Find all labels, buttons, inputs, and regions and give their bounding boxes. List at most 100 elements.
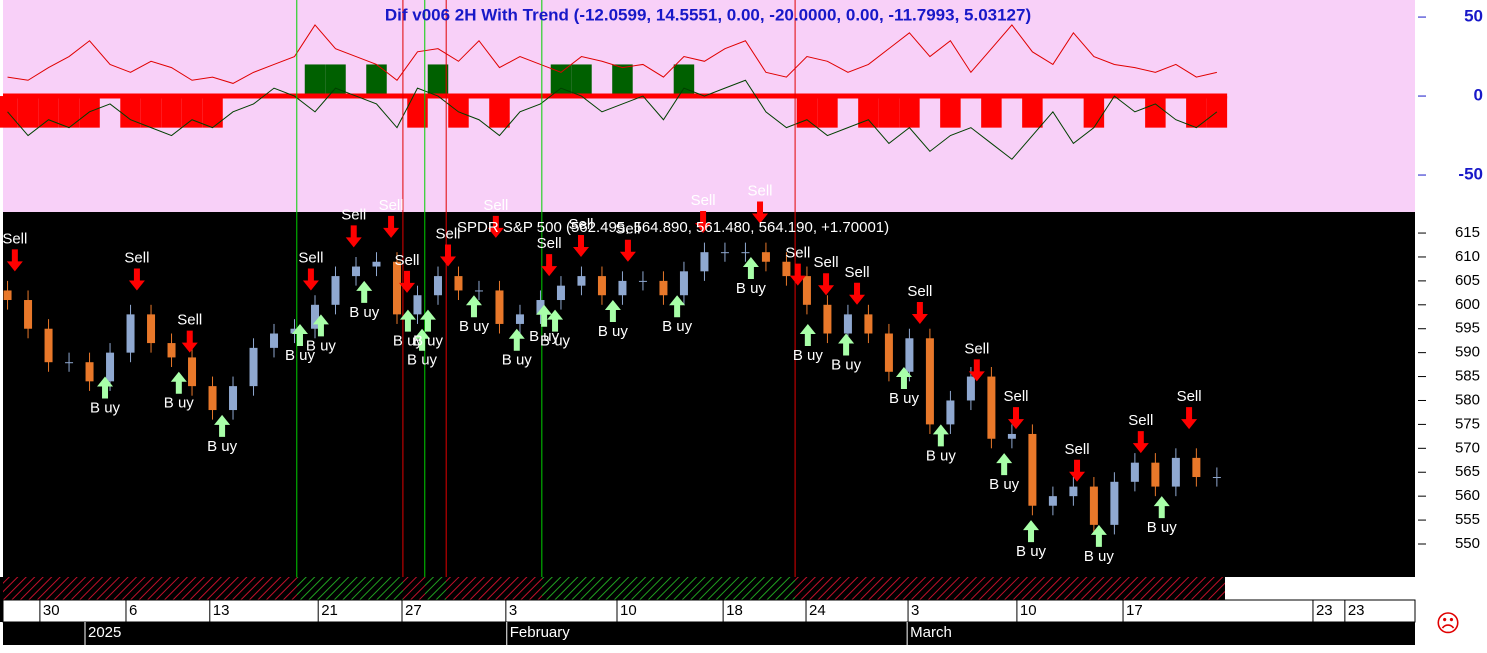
candle-body [679, 271, 688, 296]
buy-label: B uy [540, 333, 571, 350]
candle-body [44, 328, 53, 363]
trend-bar [325, 64, 346, 97]
y-tick-label: 590 [1455, 344, 1480, 361]
candle-body [3, 290, 12, 301]
sell-label: Sell [124, 249, 149, 266]
candle-body [597, 276, 606, 296]
candle-body [1028, 433, 1037, 506]
trend-bar [1083, 96, 1105, 128]
y-tick-label: 570 [1455, 439, 1480, 456]
strip-segment [403, 577, 425, 600]
buy-arrow [97, 376, 114, 399]
y-tick-label: 600 [1455, 296, 1480, 313]
x-tick-label: 3 [911, 602, 919, 619]
strip-segment [297, 577, 403, 600]
buy-arrow [399, 309, 416, 332]
candle-body [85, 362, 94, 382]
candle-body [147, 314, 156, 344]
candle-body [331, 276, 340, 305]
candle-body [106, 352, 115, 382]
sell-label: Sell [1003, 388, 1028, 405]
month-label: 2025 [88, 624, 121, 641]
sell-arrow [383, 215, 400, 238]
sell-arrow [128, 268, 145, 291]
y-tick-label: -50 [1458, 165, 1483, 184]
candle-body [905, 338, 914, 372]
candle-body [659, 280, 668, 296]
buy-label: B uy [413, 333, 444, 350]
sell-arrow [1132, 431, 1149, 454]
sell-label: Sell [1065, 441, 1090, 458]
x-tick-label: 27 [405, 602, 422, 619]
y-tick-label: 565 [1455, 463, 1480, 480]
buy-arrow [214, 414, 231, 437]
buy-arrow [536, 304, 553, 327]
candle-body [720, 252, 729, 254]
trend-bar [0, 96, 18, 128]
x-tick-label: 24 [809, 602, 826, 619]
candle-body [1151, 462, 1160, 487]
candle-body [700, 252, 709, 272]
candle-body [1130, 462, 1139, 482]
sell-arrow [619, 239, 636, 262]
sell-arrow [181, 330, 198, 353]
sell-arrow [818, 273, 835, 296]
candle-body [1110, 481, 1119, 525]
buy-label: B uy [831, 356, 862, 373]
sell-arrow [911, 301, 928, 324]
sell-arrow [968, 359, 985, 382]
sell-label: Sell [845, 264, 870, 281]
trend-bar [17, 96, 39, 128]
sell-label: Sell [1128, 412, 1153, 429]
candle-body [1007, 433, 1016, 439]
buy-arrow [508, 328, 525, 351]
x-tick-label: 6 [129, 602, 137, 619]
candle-body [126, 314, 135, 353]
candle-body [925, 338, 934, 425]
x-tick-label: 21 [321, 602, 338, 619]
sell-arrow [440, 244, 457, 267]
sell-label: Sell [379, 197, 404, 214]
candle-body [352, 266, 360, 277]
y-tick-label: 555 [1455, 511, 1480, 528]
buy-label: B uy [889, 390, 920, 407]
sell-label: Sell [814, 254, 839, 271]
candle-body [413, 295, 422, 315]
trend-bar [858, 96, 879, 128]
candle-body [454, 276, 463, 291]
sell-label: Sell [177, 312, 202, 329]
buy-arrow [838, 333, 855, 356]
buy-arrow [932, 424, 949, 447]
candle-body [802, 276, 811, 305]
candle-body [1212, 477, 1221, 479]
trend-bar [940, 96, 961, 128]
trend-bar [38, 96, 59, 128]
trend-bar [550, 64, 572, 97]
buy-arrow [799, 323, 816, 346]
buy-arrow [895, 366, 912, 389]
candle-body [884, 333, 893, 372]
sell-arrow [849, 282, 866, 305]
y-tick-label: 595 [1455, 320, 1480, 337]
candle-body [188, 357, 197, 387]
buy-arrow [1153, 496, 1170, 519]
candle-body [843, 314, 852, 334]
buy-arrow [291, 323, 308, 346]
buy-label: B uy [459, 318, 490, 335]
buy-label: B uy [926, 447, 957, 464]
buy-arrow [547, 309, 564, 332]
buy-arrow [465, 295, 482, 318]
y-tick-label: 605 [1455, 272, 1480, 289]
sell-label: Sell [691, 192, 716, 209]
y-tick-label: 615 [1455, 224, 1480, 241]
sell-arrow [399, 270, 416, 293]
candle-body [1192, 457, 1201, 478]
sell-label: Sell [748, 182, 773, 199]
trend-bar [304, 64, 326, 97]
sell-label: Sell [435, 226, 460, 243]
indicator-line [7, 79, 1218, 160]
status-icon: ☹ [1435, 610, 1460, 637]
buy-label: B uy [164, 395, 195, 412]
candle-body [229, 386, 238, 411]
